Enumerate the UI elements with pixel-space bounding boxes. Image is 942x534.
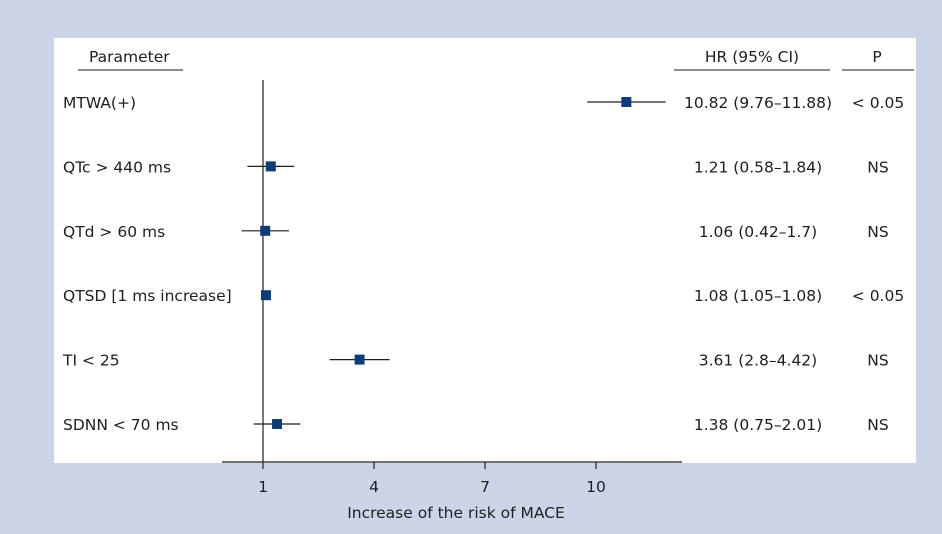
p-value: NS xyxy=(867,352,888,370)
header-p: P xyxy=(872,48,881,66)
x-axis-label: Increase of the risk of MACE xyxy=(347,504,565,522)
header-parameter: Parameter xyxy=(89,48,170,66)
p-value: < 0.05 xyxy=(852,94,904,112)
x-tick-label: 4 xyxy=(369,478,379,496)
row-label: QTd > 60 ms xyxy=(63,223,165,241)
forest-row: MTWA(+) 10.82 (9.76–11.88) < 0.05 xyxy=(63,94,904,112)
hr-ci-value: 1.08 (1.05–1.08) xyxy=(694,287,822,305)
row-label: TI < 25 xyxy=(62,352,120,370)
p-value: < 0.05 xyxy=(852,287,904,305)
p-value: NS xyxy=(867,223,888,241)
p-value: NS xyxy=(867,416,888,434)
forest-row: TI < 25 3.61 (2.8–4.42) NS xyxy=(62,352,889,370)
hr-ci-value: 1.21 (0.58–1.84) xyxy=(694,158,822,176)
hr-point xyxy=(621,97,632,107)
hr-ci-value: 3.61 (2.8–4.42) xyxy=(699,352,817,370)
x-tick-label: 1 xyxy=(258,478,268,496)
row-label: QTc > 440 ms xyxy=(63,158,171,176)
hr-point xyxy=(272,419,283,429)
x-tick-label: 10 xyxy=(586,478,606,496)
hr-ci-value: 1.38 (0.75–2.01) xyxy=(694,416,822,434)
hr-point xyxy=(260,225,271,236)
hr-point xyxy=(265,161,276,172)
row-label: SDNN < 70 ms xyxy=(63,416,179,434)
forest-row: SDNN < 70 ms 1.38 (0.75–2.01) NS xyxy=(63,416,889,434)
forest-row: QTc > 440 ms 1.21 (0.58–1.84) NS xyxy=(63,158,889,176)
hr-point xyxy=(260,290,271,301)
row-label: MTWA(+) xyxy=(63,94,136,112)
rows-group: MTWA(+) 10.82 (9.76–11.88) < 0.05 QTc > 440… xyxy=(62,94,904,434)
x-ticks-group: 1 4 7 10 xyxy=(258,462,606,496)
forest-row: QTSD [1 ms increase] 1.08 (1.05–1.08) < 0.… xyxy=(63,287,904,305)
forest-row: QTd > 60 ms 1.06 (0.42–1.7) NS xyxy=(63,223,889,241)
row-label: QTSD [1 ms increase] xyxy=(63,287,232,305)
hr-ci-value: 1.06 (0.42–1.7) xyxy=(699,223,817,241)
header-hr: HR (95% CI) xyxy=(705,48,799,66)
hr-point xyxy=(354,354,365,365)
table-panel xyxy=(54,38,916,463)
hr-ci-value: 10.82 (9.76–11.88) xyxy=(684,94,832,112)
x-tick-label: 7 xyxy=(480,478,490,496)
p-value: NS xyxy=(867,158,888,176)
